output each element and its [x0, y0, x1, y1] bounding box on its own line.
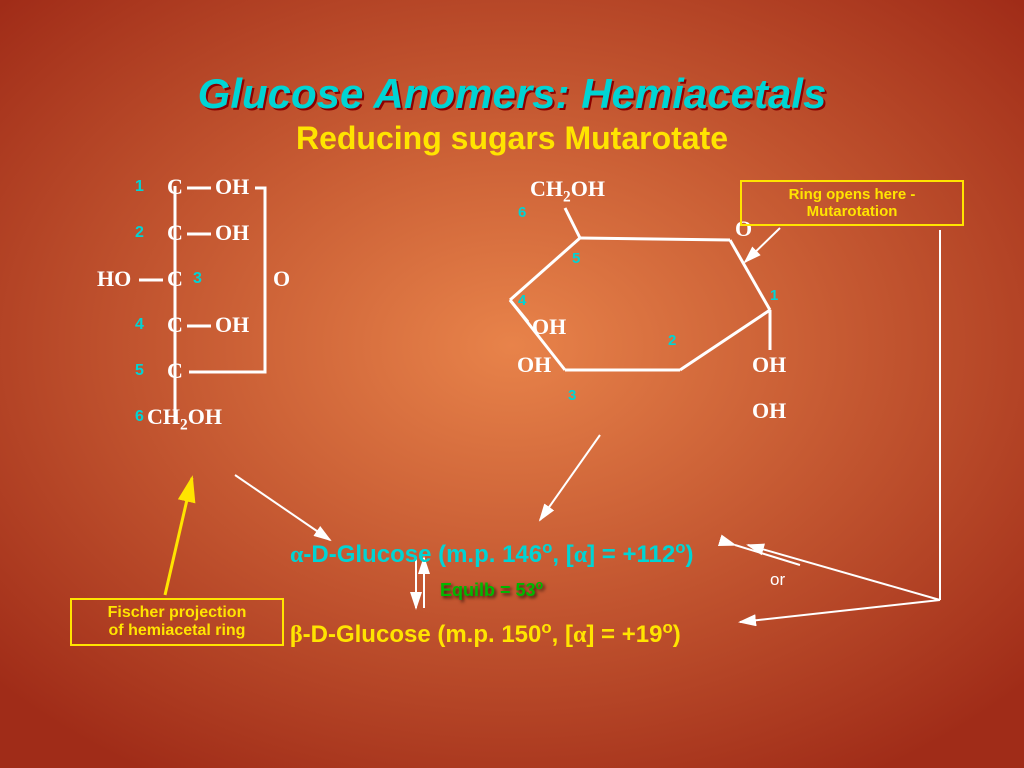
fischer-carbon: C	[167, 266, 183, 292]
fischer-carbon: C	[167, 312, 183, 338]
fischer-number: 3	[193, 270, 202, 288]
fischer-ho: HO	[97, 266, 131, 292]
slide-root: Glucose Anomers: HemiacetalsReducing sug…	[0, 0, 1024, 768]
fischer-oh: OH	[215, 174, 249, 200]
ring-number: 5	[572, 250, 580, 267]
fischer-number: 6	[135, 408, 144, 426]
fischer-carbon: C	[167, 220, 183, 246]
or-label: or	[770, 570, 785, 590]
beta-glucose-line: β-D-Glucose (m.p. 150o, [α] = +19o)	[290, 618, 681, 649]
ring-oh: OH	[752, 398, 786, 424]
alpha-glucose-line: α-D-Glucose (m.p. 146o, [α] = +112o)	[290, 538, 693, 569]
fischer-o: O	[273, 266, 290, 292]
fischer-carbon: C	[167, 358, 183, 384]
ring-number: 4	[518, 292, 526, 309]
ring-number: 6	[518, 204, 526, 221]
ring-number: 1	[770, 287, 778, 304]
ring-number: 3	[568, 387, 576, 404]
ring-oh: OH	[752, 352, 786, 378]
equilib-label: Equilb = 53o	[440, 578, 543, 601]
fischer-carbon: C	[167, 174, 183, 200]
ring-oh: OH	[532, 314, 566, 340]
fischer-number: 4	[135, 316, 144, 334]
fischer-ch2oh: CH2OH	[147, 404, 222, 434]
fischer-oh: OH	[215, 312, 249, 338]
fischer-number: 1	[135, 178, 144, 196]
fischer-callout: Fischer projectionof hemiacetal ring	[70, 598, 284, 646]
ring-callout: Ring opens here -Mutarotation	[740, 180, 964, 226]
fischer-number: 2	[135, 224, 144, 242]
fischer-number: 5	[135, 362, 144, 380]
ring-ch2oh: CH2OH	[530, 176, 605, 206]
fischer-oh: OH	[215, 220, 249, 246]
ring-oh: OH	[517, 352, 551, 378]
ring-number: 2	[668, 332, 676, 349]
diagram-svg	[0, 0, 1024, 768]
